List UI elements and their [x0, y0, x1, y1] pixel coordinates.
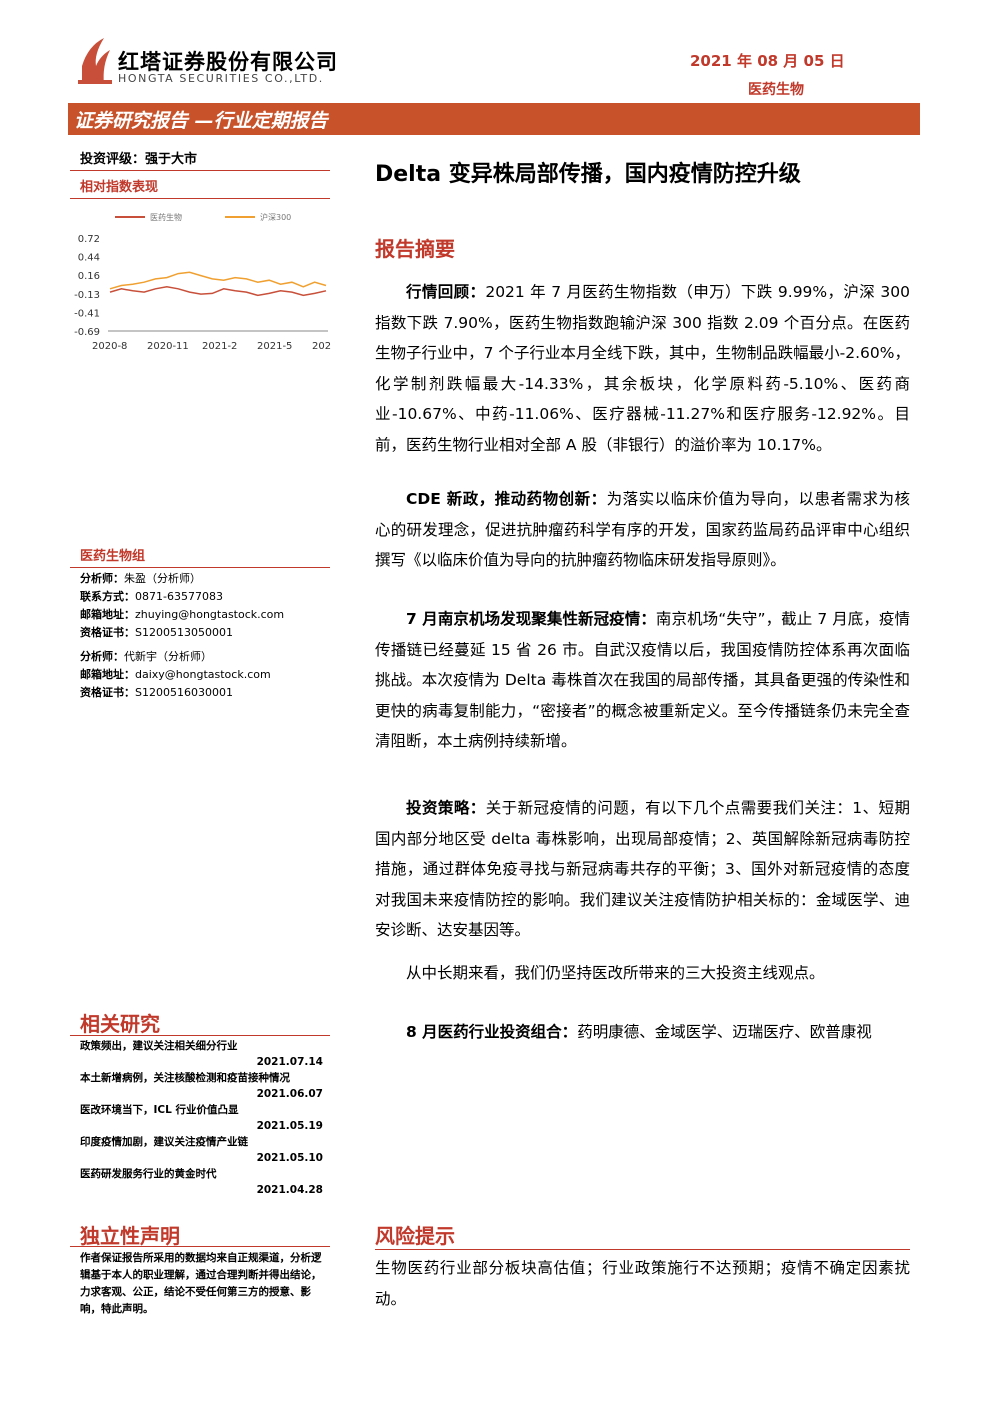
x-tick-label: 2021-2	[202, 341, 237, 352]
paragraph-text: 关于新冠疫情的问题，有以下几个点需要我们关注：1、短期国内部分地区受 delta…	[375, 799, 910, 939]
related-title: 政策频出，建议关注相关细分行业	[80, 1040, 238, 1052]
report-title: Delta 变异株局部传播，国内疫情防控升级	[375, 162, 801, 187]
paragraph-text: 南京机场“失守”，截止 7 月底，疫情传播链已经蔓延 15 省 26 市。自武汉…	[375, 610, 911, 750]
logo-mark	[78, 38, 112, 84]
y-tick-label: 0.72	[78, 234, 100, 245]
value: zhuying@hongtastock.com	[135, 608, 285, 621]
paragraph-lead: 7 月南京机场发现聚集性新冠疫情：	[406, 610, 656, 628]
related-title: 本土新增病例，关注核酸检测和疫苗接种情况	[80, 1072, 290, 1084]
index-label: 相对指数表现	[80, 180, 159, 195]
series-line	[109, 286, 327, 297]
related-date: 2021.07.14	[256, 1056, 323, 1068]
analyst-row: 邮箱地址：zhuying@hongtastock.com	[80, 606, 330, 624]
rule	[70, 1035, 330, 1036]
rating: 投资评级：强于大市	[80, 152, 198, 167]
related-date: 2021.05.10	[256, 1152, 323, 1164]
related-title: 印度疫情加剧，建议关注疫情产业链	[80, 1136, 248, 1148]
label: 分析师：	[80, 650, 124, 663]
banner-text: 证券研究报告 —行业定期报告	[74, 110, 328, 132]
analysts: 分析师：朱盈（分析师） 联系方式：0871-63577083 邮箱地址：zhuyin…	[80, 570, 330, 702]
value: S1200516030001	[135, 686, 233, 699]
related-date: 2021.04.28	[256, 1184, 323, 1196]
y-tick-label: 0.16	[78, 271, 100, 282]
analyst-row: 资格证书：S1200513050001	[80, 624, 330, 642]
analyst-row: 邮箱地址：daixy@hongtastock.com	[80, 666, 330, 684]
team-title: 医药生物组	[80, 549, 146, 564]
series-line	[109, 271, 327, 290]
rule	[70, 198, 330, 199]
paragraph-text: 为落实以临床价值为导向，以患者需求为核心的研发理念，促进抗肿瘤药科学有序的开发，…	[375, 490, 910, 569]
label: 资格证书：	[80, 626, 135, 639]
rule	[375, 1249, 910, 1250]
company: 红塔证券股份有限公司	[118, 50, 338, 74]
risk-title: 风险提示	[375, 1224, 455, 1248]
value: daixy@hongtastock.com	[135, 668, 271, 681]
y-tick-label: 0.44	[78, 252, 100, 263]
analyst-row: 分析师：代新宇（分析师）	[80, 648, 330, 666]
related-date: 2021.06.07	[256, 1088, 323, 1100]
paragraph-lead: 投资策略：	[406, 799, 486, 817]
summary-title: 报告摘要	[375, 237, 455, 261]
disclaimer-title: 独立性声明	[80, 1224, 180, 1248]
paragraph: 从中长期来看，我们仍坚持医改所带来的三大投资主线观点。	[375, 958, 910, 989]
company-en: HONGTA SECURITIES CO.,LTD.	[118, 72, 324, 85]
rule	[70, 567, 330, 568]
paragraph: 8 月医药行业投资组合：药明康德、金域医学、迈瑞医疗、欧普康视	[375, 1017, 910, 1048]
x-tick-label: 2020-8	[92, 341, 127, 352]
paragraph-text: 药明康德、金域医学、迈瑞医疗、欧普康视	[577, 1023, 872, 1041]
paragraph-text: 从中长期来看，我们仍坚持医改所带来的三大投资主线观点。	[406, 964, 825, 982]
analyst-row: 资格证书：S1200516030001	[80, 684, 330, 702]
analyst-row: 联系方式：0871-63577083	[80, 588, 330, 606]
legend-label: 沪深300	[260, 212, 291, 222]
banner: 证券研究报告 —行业定期报告	[68, 103, 920, 135]
related-date: 2021.05.19	[256, 1120, 323, 1132]
related-list: 政策频出，建议关注相关细分行业 2021.07.14 本土新增病例，关注核酸检测和疫…	[80, 1038, 323, 1198]
label: 邮箱地址：	[80, 608, 135, 621]
sector: 医药生物	[748, 82, 804, 98]
disclaimer-text: 作者保证报告所采用的数据均来自正规渠道，分析逻辑基于本人的职业理解，通过合理判断…	[80, 1252, 322, 1315]
analyst-row: 分析师：朱盈（分析师）	[80, 570, 330, 588]
value: 朱盈（分析师）	[124, 572, 201, 585]
paragraph-lead: 行情回顾：	[406, 283, 486, 301]
label: 联系方式：	[80, 590, 135, 603]
related-title: 相关研究	[80, 1012, 160, 1036]
label: 邮箱地址：	[80, 668, 135, 681]
value: S1200513050001	[135, 626, 233, 639]
paragraph: 7 月南京机场发现聚集性新冠疫情：南京机场“失守”，截止 7 月底，疫情传播链已…	[375, 604, 910, 757]
label: 资格证书：	[80, 686, 135, 699]
related-title: 医改环境当下，ICL 行业价值凸显	[80, 1104, 239, 1116]
chart: 0.72 0.44 0.16 -0.13 -0.41 -0.69 2020-8 2020-11…	[74, 212, 331, 352]
report-date: 2021 年 08 月 05 日	[690, 52, 845, 70]
related-title: 医药研发服务行业的黄金时代	[80, 1168, 217, 1180]
rule	[70, 1246, 330, 1247]
legend-label: 医药生物	[150, 212, 182, 222]
paragraph-lead: 8 月医药行业投资组合：	[406, 1023, 578, 1041]
risk-text: 生物医药行业部分板块高估值；行业政策施行不达预期；疫情不确定因素扰动。	[375, 1259, 910, 1308]
x-tick-label: 2021-5	[257, 341, 292, 352]
y-tick-label: -0.69	[74, 327, 100, 338]
value: 0871-63577083	[135, 590, 223, 603]
paragraph: 行情回顾：2021 年 7 月医药生物指数（申万）下跌 9.99%，沪深 300…	[375, 277, 910, 460]
paragraph-lead: CDE 新政，推动药物创新：	[406, 490, 607, 508]
label: 分析师：	[80, 572, 124, 585]
x-tick-label: 2020-11	[147, 341, 189, 352]
rule	[70, 170, 330, 171]
value: 代新宇（分析师）	[124, 650, 212, 663]
paragraph: CDE 新政，推动药物创新：为落实以临床价值为导向，以患者需求为核心的研发理念，…	[375, 484, 910, 576]
paragraph: 投资策略：关于新冠疫情的问题，有以下几个点需要我们关注：1、短期国内部分地区受 …	[375, 793, 910, 946]
x-tick-label: 202	[312, 341, 331, 352]
y-tick-label: -0.13	[74, 290, 100, 301]
paragraph-text: 2021 年 7 月医药生物指数（申万）下跌 9.99%，沪深 300 指数下跌…	[375, 283, 910, 454]
y-tick-label: -0.41	[74, 309, 100, 320]
